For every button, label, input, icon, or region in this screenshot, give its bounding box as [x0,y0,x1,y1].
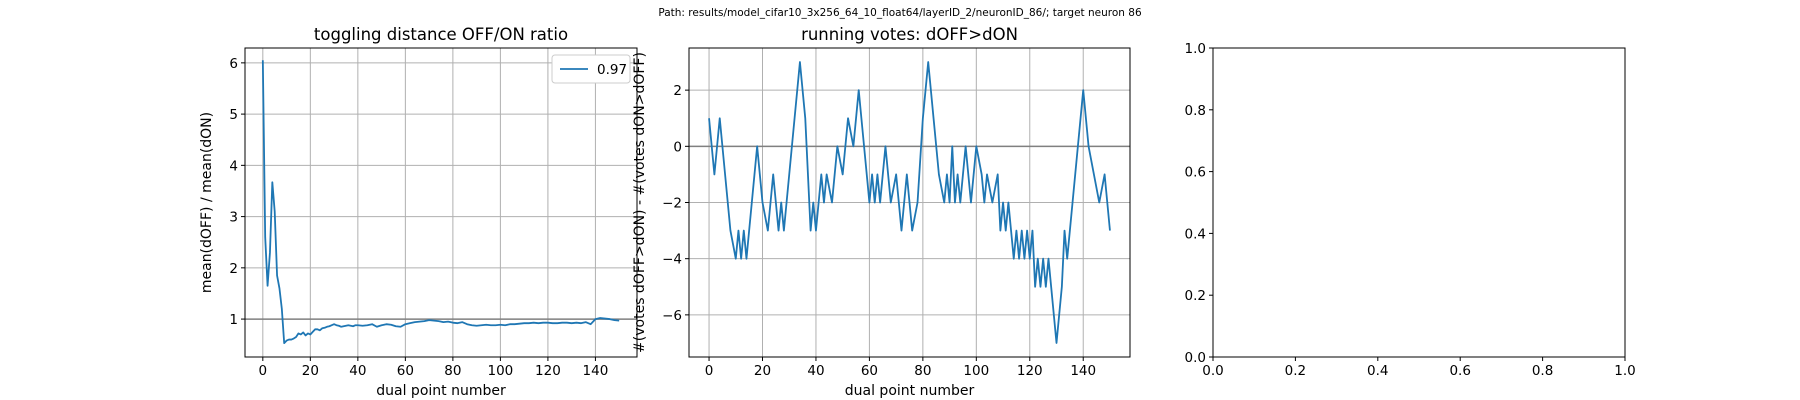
x-tick-label: 140 [583,363,609,379]
x-tick-label: 0.2 [1285,363,1306,379]
x-tick-label: 40 [807,363,824,379]
panel-3: 0.0 0.2 0.4 0.6 0.8 1.0 0.0 0.2 0.4 0.6 0.8 1.0 [1185,41,1636,379]
y-tick-label: 0.2 [1185,288,1206,304]
y-tick-label: 6 [229,56,238,72]
legend-label: 0.97 [597,62,627,78]
x-tick-label: 120 [1017,363,1043,379]
y-axis-label: #(votes dOFF>dON) - #(votes dON>dOFF) [632,52,648,353]
x-tick-label: 1.0 [1614,363,1635,379]
x-axis-label: dual point number [376,383,506,399]
x-tick-label: 100 [963,363,989,379]
legend: 0.97 [551,54,631,84]
x-tick-label: 100 [488,363,514,379]
y-tick-label: −2 [662,196,682,212]
legend-box [551,54,631,84]
y-tick-label: −6 [662,308,682,324]
series-line-1 [261,60,620,345]
y-tick-label: 0.6 [1185,165,1206,181]
x-tick-label: 60 [397,363,414,379]
y-tick-label: 0.0 [1185,350,1206,366]
series-line-1 [708,61,1111,344]
x-tick-label: 140 [1070,363,1096,379]
x-tick-label: 0.8 [1532,363,1553,379]
y-tick-label: 1 [229,312,238,328]
y-tick-label: 2 [673,83,682,99]
axes-frame [244,47,638,358]
x-tick-label: 0.4 [1367,363,1388,379]
panel-1: 0 20 40 60 80 100 120 140 1 2 3 4 5 6 toggling distanc… [199,25,638,399]
x-tick-label: 40 [349,363,366,379]
y-tick-label: 0.8 [1185,103,1206,119]
y-tick-label: 3 [229,210,238,226]
x-tick-label: 120 [535,363,561,379]
y-tick-label: −4 [662,252,682,268]
y-tick-label: 0 [673,139,682,155]
x-tick-label: 0.6 [1449,363,1470,379]
axes-frame [1212,47,1626,358]
x-tick-label: 20 [754,363,771,379]
x-axis-label: dual point number [845,383,975,399]
x-tick-label: 0 [259,363,268,379]
y-tick-label: 0.4 [1185,226,1206,242]
x-tick-label: 60 [861,363,878,379]
y-tick-label: 2 [229,261,238,277]
x-tick-label: 80 [914,363,931,379]
x-tick-label: 80 [444,363,461,379]
y-tick-label: 4 [229,158,238,174]
panel-2: 0 20 40 60 80 100 120 140 −6 −4 −2 0 2 running votes:… [632,25,1131,399]
panel-title: toggling distance OFF/ON ratio [314,25,568,44]
x-tick-label: 0 [705,363,714,379]
y-tick-label: 5 [229,107,238,123]
panel-title: running votes: dOFF>dON [801,25,1018,44]
x-tick-label: 0.0 [1202,363,1223,379]
y-axis-label: mean(dOFF) / mean(dON) [199,112,215,293]
x-tick-label: 20 [302,363,319,379]
y-tick-label: 1.0 [1185,41,1206,57]
figure-suptitle: Path: results/model_cifar10_3x256_64_10_… [658,7,1142,19]
